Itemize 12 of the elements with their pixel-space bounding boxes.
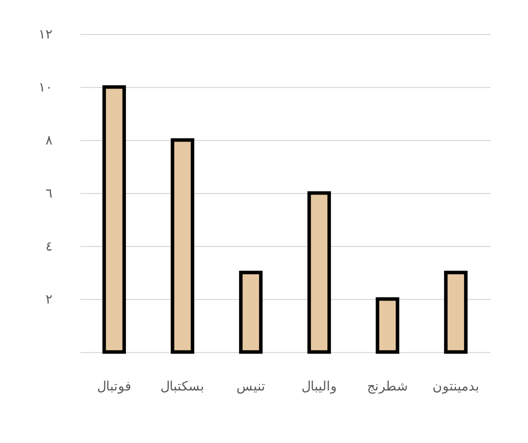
x-tick-label: بدمینتون [432, 380, 480, 394]
y-tick-label: ٨ [46, 134, 53, 148]
x-tick-label: بسکتبال [160, 380, 204, 394]
y-tick-label: ٦ [46, 186, 53, 202]
y-tick-label: ٢ [46, 292, 53, 308]
y-tick-label: ٤ [46, 240, 52, 254]
x-tick-label: تنیس [236, 380, 266, 394]
x-tick-label: واليبال [302, 380, 337, 394]
x-tick-label: شطرنج [367, 380, 408, 394]
x-tick-label: فوتبال [97, 380, 132, 394]
y-tick-label: ١٢ [38, 28, 53, 42]
y-tick-label: ١٠ [38, 80, 52, 96]
